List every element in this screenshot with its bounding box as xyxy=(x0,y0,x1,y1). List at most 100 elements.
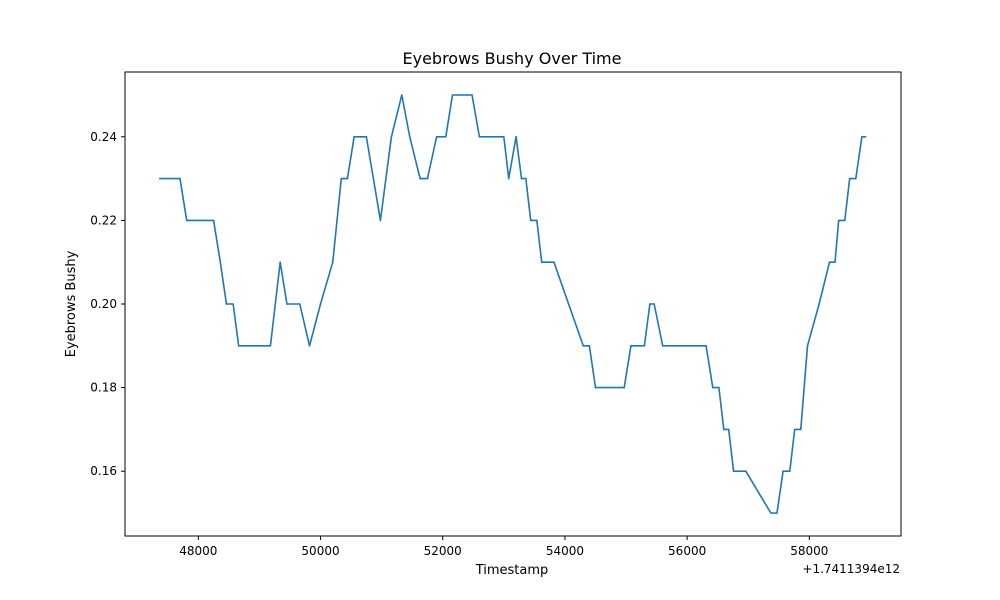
x-tick-label: 54000 xyxy=(546,544,584,558)
data-point xyxy=(308,345,311,347)
data-point xyxy=(243,345,246,347)
data-point xyxy=(843,219,846,222)
data-point xyxy=(408,135,411,138)
data-point xyxy=(727,428,730,431)
data-point xyxy=(503,135,505,138)
data-point xyxy=(225,303,228,305)
data-point xyxy=(588,345,591,347)
data-point xyxy=(212,219,215,222)
data-point xyxy=(340,177,343,180)
data-point xyxy=(668,345,670,347)
data-point xyxy=(690,345,692,347)
data-point xyxy=(165,177,168,180)
data-point xyxy=(594,386,597,389)
data-point xyxy=(353,135,355,138)
data-point xyxy=(237,345,240,347)
data-point xyxy=(738,470,741,473)
data-point xyxy=(636,345,639,347)
data-point xyxy=(451,94,454,96)
data-point xyxy=(232,303,234,305)
y-axis-label: Eyebrows Bushy xyxy=(64,250,79,357)
data-point xyxy=(793,428,796,431)
data-point xyxy=(828,261,831,263)
data-point xyxy=(426,177,429,180)
data-point xyxy=(435,135,438,138)
data-point xyxy=(848,177,851,180)
data-point xyxy=(365,135,368,138)
data-point xyxy=(854,177,857,180)
data-point xyxy=(806,345,809,347)
data-point xyxy=(683,345,685,347)
data-point xyxy=(745,470,747,473)
data-point xyxy=(788,470,791,473)
data-point xyxy=(770,512,772,514)
x-tick-label: 58000 xyxy=(790,544,828,558)
data-point xyxy=(496,135,499,138)
data-point xyxy=(723,428,725,431)
data-point xyxy=(696,345,699,347)
data-point xyxy=(256,345,259,347)
data-point xyxy=(507,177,510,180)
x-tick-label: 56000 xyxy=(668,544,706,558)
data-points xyxy=(159,94,867,514)
data-point xyxy=(199,219,201,222)
data-point xyxy=(540,261,543,263)
data-point xyxy=(400,94,403,96)
data-point xyxy=(192,219,195,222)
x-axis-label: Timestamp xyxy=(475,563,549,578)
data-point xyxy=(525,177,527,180)
data-point xyxy=(319,303,322,305)
data-point xyxy=(643,345,646,347)
data-point xyxy=(478,135,481,138)
data-point xyxy=(649,303,651,305)
x-axis: 48000 50000 52000 54000 56000 58000 xyxy=(179,536,828,558)
data-point xyxy=(390,135,393,138)
data-point xyxy=(279,261,282,263)
data-point xyxy=(718,386,720,389)
y-tick-label: 0.20 xyxy=(90,297,117,311)
data-point xyxy=(837,219,840,222)
x-tick-label: 50000 xyxy=(301,544,339,558)
data-point xyxy=(419,177,421,180)
data-point xyxy=(286,303,288,305)
y-tick-label: 0.22 xyxy=(90,213,117,227)
data-point xyxy=(705,345,707,347)
data-point xyxy=(250,345,252,347)
data-point xyxy=(623,386,626,389)
data-point xyxy=(491,135,494,138)
data-point xyxy=(603,386,606,389)
data-point xyxy=(219,261,222,263)
y-axis: 0.16 0.18 0.20 0.22 0.24 xyxy=(90,130,125,478)
data-point xyxy=(818,303,820,305)
data-point xyxy=(799,428,802,431)
data-point xyxy=(346,177,349,180)
data-point xyxy=(732,470,735,473)
data-point xyxy=(484,135,487,138)
data-point xyxy=(609,386,612,389)
data-point xyxy=(661,345,664,347)
data-point xyxy=(834,261,836,263)
plot-area-frame xyxy=(124,71,902,537)
y-tick-label: 0.18 xyxy=(90,381,117,395)
x-tick-label: 48000 xyxy=(179,544,217,558)
x-axis-offset-label: +1.7411394e12 xyxy=(802,562,900,576)
data-point xyxy=(359,135,362,138)
data-point xyxy=(712,386,714,389)
data-point xyxy=(674,345,676,347)
data-point xyxy=(536,219,538,222)
data-point xyxy=(466,94,468,96)
data-point xyxy=(529,219,532,222)
data-point xyxy=(630,345,632,347)
data-point xyxy=(262,345,265,347)
data-point xyxy=(298,303,301,305)
data-point xyxy=(185,219,188,222)
data-point xyxy=(520,177,523,180)
data-point xyxy=(471,94,473,96)
x-tick-label: 52000 xyxy=(424,544,462,558)
data-point xyxy=(331,261,334,263)
data-point xyxy=(269,345,272,347)
data-point xyxy=(582,345,585,347)
data-point xyxy=(292,303,294,305)
